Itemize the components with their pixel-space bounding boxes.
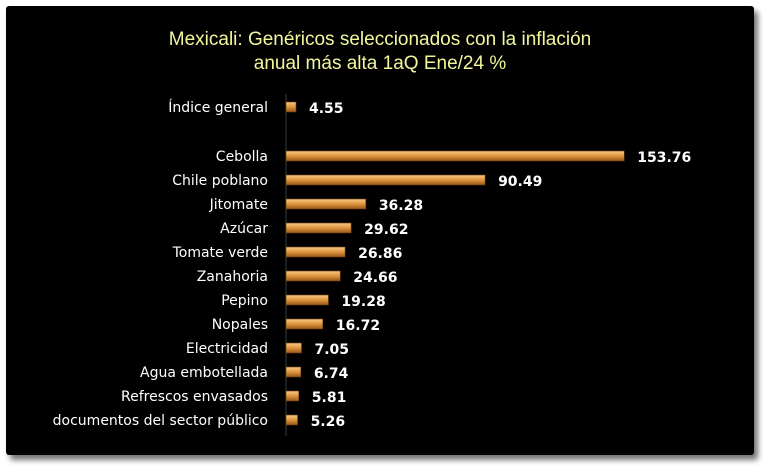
chart-title-line-1: Mexicali: Genéricos seleccionados con la… <box>168 29 592 50</box>
value-label: 26.86 <box>358 246 402 262</box>
category-label: Cebolla <box>216 149 268 165</box>
bar <box>285 366 302 378</box>
bar <box>285 222 352 234</box>
bar <box>285 246 346 258</box>
chart-title-line-2: anual más alta 1aQ Ene/24 % <box>253 53 507 74</box>
category-label: Pepino <box>221 293 268 309</box>
bar <box>285 198 367 210</box>
bar-chart: Índice general 4.55 Cebolla 153.76 Chile pob… <box>53 94 691 436</box>
bar <box>285 270 341 282</box>
value-label: 90.49 <box>498 174 542 190</box>
category-label: Índice general <box>168 99 268 116</box>
bar <box>285 342 302 354</box>
bar <box>285 294 329 306</box>
category-label: Nopales <box>212 317 268 333</box>
category-label: Refrescos envasados <box>121 389 268 405</box>
value-label: 29.62 <box>364 222 408 238</box>
value-label: 5.26 <box>311 414 346 430</box>
value-label: 36.28 <box>379 198 423 214</box>
category-label: Azúcar <box>220 221 268 237</box>
value-label: 6.74 <box>314 366 349 382</box>
chart-frame: Mexicali: Genéricos seleccionados con la… <box>6 6 754 455</box>
category-label: Chile poblano <box>172 173 268 189</box>
bar <box>285 414 298 426</box>
category-label: Agua embotellada <box>140 365 268 381</box>
bar <box>285 390 300 402</box>
category-label: Electricidad <box>186 341 268 357</box>
bar <box>285 174 486 186</box>
value-label: 5.81 <box>312 390 347 406</box>
value-label: 153.76 <box>637 150 691 166</box>
category-label: Zanahoria <box>197 269 268 285</box>
bar <box>285 101 297 113</box>
chart-title: Mexicali: Genéricos seleccionados con la… <box>6 28 754 76</box>
value-label: 19.28 <box>341 294 385 310</box>
value-label: 7.05 <box>315 342 350 358</box>
value-label: 16.72 <box>336 318 380 334</box>
value-label: 24.66 <box>353 270 397 286</box>
bar <box>285 318 324 330</box>
category-label: Jitomate <box>209 197 268 213</box>
value-label: 4.55 <box>309 101 344 117</box>
category-label: documentos del sector público <box>53 413 268 429</box>
bar <box>285 150 625 162</box>
category-label: Tomate verde <box>172 245 268 261</box>
